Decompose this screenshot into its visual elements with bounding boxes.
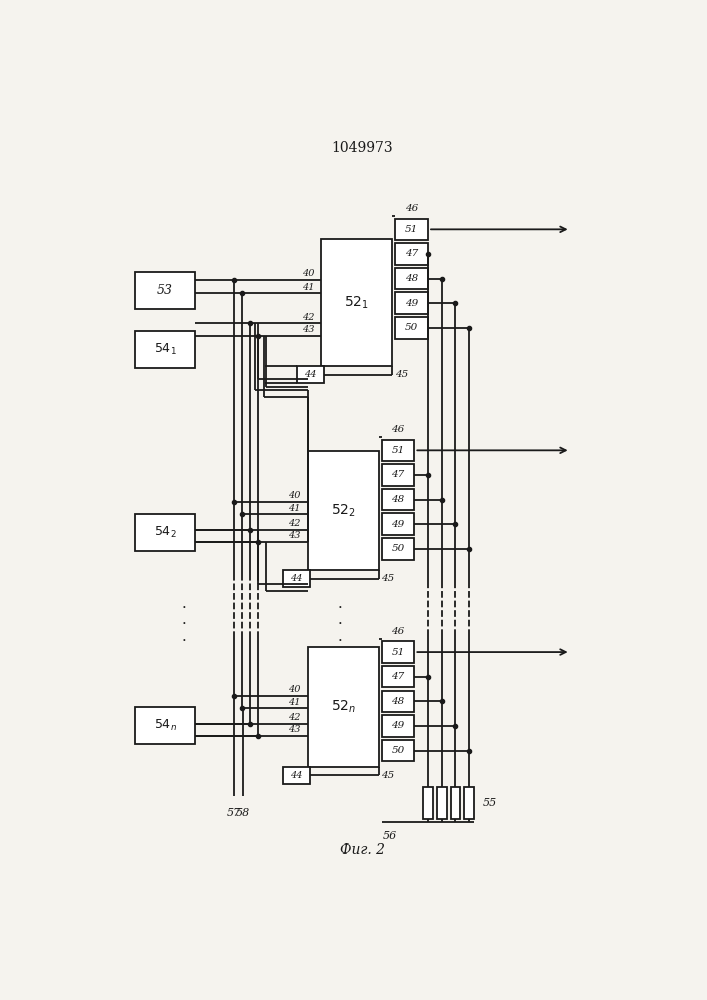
Text: 43: 43 <box>288 725 301 734</box>
Text: $52_2$: $52_2$ <box>331 503 356 519</box>
Text: 45: 45 <box>381 771 395 780</box>
Text: 43: 43 <box>302 325 315 334</box>
FancyBboxPatch shape <box>135 331 195 368</box>
FancyBboxPatch shape <box>382 513 414 535</box>
Text: 48: 48 <box>405 274 419 283</box>
Text: 58: 58 <box>235 808 250 818</box>
FancyBboxPatch shape <box>135 514 195 551</box>
Text: 56: 56 <box>383 831 397 841</box>
FancyBboxPatch shape <box>382 440 414 461</box>
Text: Фиг. 2: Фиг. 2 <box>340 843 385 857</box>
Text: 53: 53 <box>157 284 173 297</box>
FancyBboxPatch shape <box>321 239 392 366</box>
Text: 51: 51 <box>392 446 404 455</box>
Text: 46: 46 <box>392 627 404 636</box>
Text: 51: 51 <box>405 225 419 234</box>
Text: 42: 42 <box>302 313 315 322</box>
Text: $52_1$: $52_1$ <box>344 295 369 311</box>
FancyBboxPatch shape <box>382 715 414 737</box>
FancyBboxPatch shape <box>297 366 324 383</box>
Text: 42: 42 <box>288 519 301 528</box>
Text: 49: 49 <box>392 520 404 529</box>
FancyBboxPatch shape <box>382 489 414 510</box>
Text: 47: 47 <box>392 470 404 479</box>
Text: 50: 50 <box>392 746 404 755</box>
Text: 44: 44 <box>291 574 303 583</box>
FancyBboxPatch shape <box>135 272 195 309</box>
FancyBboxPatch shape <box>423 787 433 819</box>
Text: 40: 40 <box>288 491 301 500</box>
Text: 47: 47 <box>405 249 419 258</box>
FancyBboxPatch shape <box>450 787 460 819</box>
Text: 44: 44 <box>291 771 303 780</box>
Text: 48: 48 <box>392 495 404 504</box>
Text: $52_n$: $52_n$ <box>330 699 356 715</box>
FancyBboxPatch shape <box>382 538 414 560</box>
Text: 41: 41 <box>288 504 301 513</box>
FancyBboxPatch shape <box>308 451 379 570</box>
Text: 45: 45 <box>381 574 395 583</box>
FancyBboxPatch shape <box>308 647 379 767</box>
FancyBboxPatch shape <box>382 666 414 687</box>
Text: 49: 49 <box>405 299 419 308</box>
Text: 50: 50 <box>392 544 404 553</box>
FancyBboxPatch shape <box>382 691 414 712</box>
Text: 47: 47 <box>392 672 404 681</box>
Text: 45: 45 <box>395 370 408 379</box>
FancyBboxPatch shape <box>382 641 414 663</box>
Text: 42: 42 <box>288 713 301 722</box>
FancyBboxPatch shape <box>135 707 195 744</box>
Text: 55: 55 <box>483 798 497 808</box>
FancyBboxPatch shape <box>437 787 447 819</box>
FancyBboxPatch shape <box>382 740 414 761</box>
Text: 40: 40 <box>302 269 315 278</box>
Text: $54_n$: $54_n$ <box>153 718 177 733</box>
Text: 44: 44 <box>304 370 317 379</box>
FancyBboxPatch shape <box>382 464 414 486</box>
FancyBboxPatch shape <box>283 767 310 784</box>
FancyBboxPatch shape <box>283 570 310 587</box>
Text: 49: 49 <box>392 721 404 730</box>
FancyBboxPatch shape <box>395 219 428 240</box>
Text: 41: 41 <box>302 283 315 292</box>
Text: 1049973: 1049973 <box>332 141 393 155</box>
FancyBboxPatch shape <box>395 292 428 314</box>
Text: 50: 50 <box>405 323 419 332</box>
FancyBboxPatch shape <box>395 268 428 289</box>
Text: $54_1$: $54_1$ <box>153 342 177 357</box>
Text: 48: 48 <box>392 697 404 706</box>
Text: 43: 43 <box>288 531 301 540</box>
FancyBboxPatch shape <box>395 243 428 265</box>
Text: ·
·
·: · · · <box>182 601 187 648</box>
FancyBboxPatch shape <box>464 787 474 819</box>
Text: 46: 46 <box>392 425 404 434</box>
Text: 46: 46 <box>405 204 419 213</box>
FancyBboxPatch shape <box>395 317 428 339</box>
Text: 51: 51 <box>392 648 404 657</box>
Text: $54_2$: $54_2$ <box>153 525 177 540</box>
Text: 40: 40 <box>288 685 301 694</box>
Text: 41: 41 <box>288 698 301 707</box>
Text: 57: 57 <box>226 808 240 818</box>
Text: ·
·
·: · · · <box>338 601 343 648</box>
